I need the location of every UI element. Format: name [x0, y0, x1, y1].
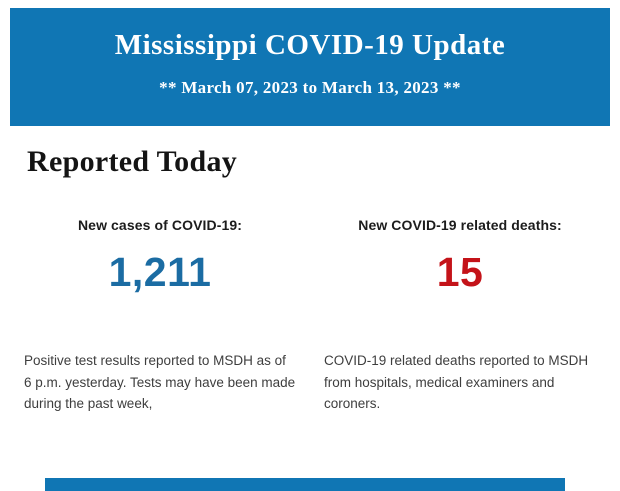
new-cases-value: 1,211: [108, 249, 212, 295]
header-banner: Mississippi COVID-19 Update ** March 07,…: [10, 8, 610, 126]
section-title: Reported Today: [27, 145, 238, 178]
next-section-top-bar: [45, 478, 565, 491]
new-deaths-label: New COVID-19 related deaths:: [358, 217, 562, 233]
new-cases-label: New cases of COVID-19:: [77, 217, 243, 233]
date-range: ** March 07, 2023 to March 13, 2023 **: [159, 78, 461, 97]
newsletter-page: Mississippi COVID-19 Update ** March 07,…: [0, 8, 620, 491]
report-section: Reported Today New cases of COVID-19: 1,…: [0, 145, 620, 415]
new-cases-description: Positive test results reported to MSDH a…: [24, 353, 296, 411]
stat-new-deaths: New COVID-19 related deaths: 15 COVID-19…: [324, 217, 596, 415]
page-title: Mississippi COVID-19 Update: [114, 29, 506, 61]
new-deaths-description: COVID-19 related deaths reported to MSDH…: [324, 353, 589, 411]
stats-row: New cases of COVID-19: 1,211 Positive te…: [24, 217, 596, 415]
new-deaths-value: 15: [436, 249, 484, 295]
stat-new-cases: New cases of COVID-19: 1,211 Positive te…: [24, 217, 296, 415]
